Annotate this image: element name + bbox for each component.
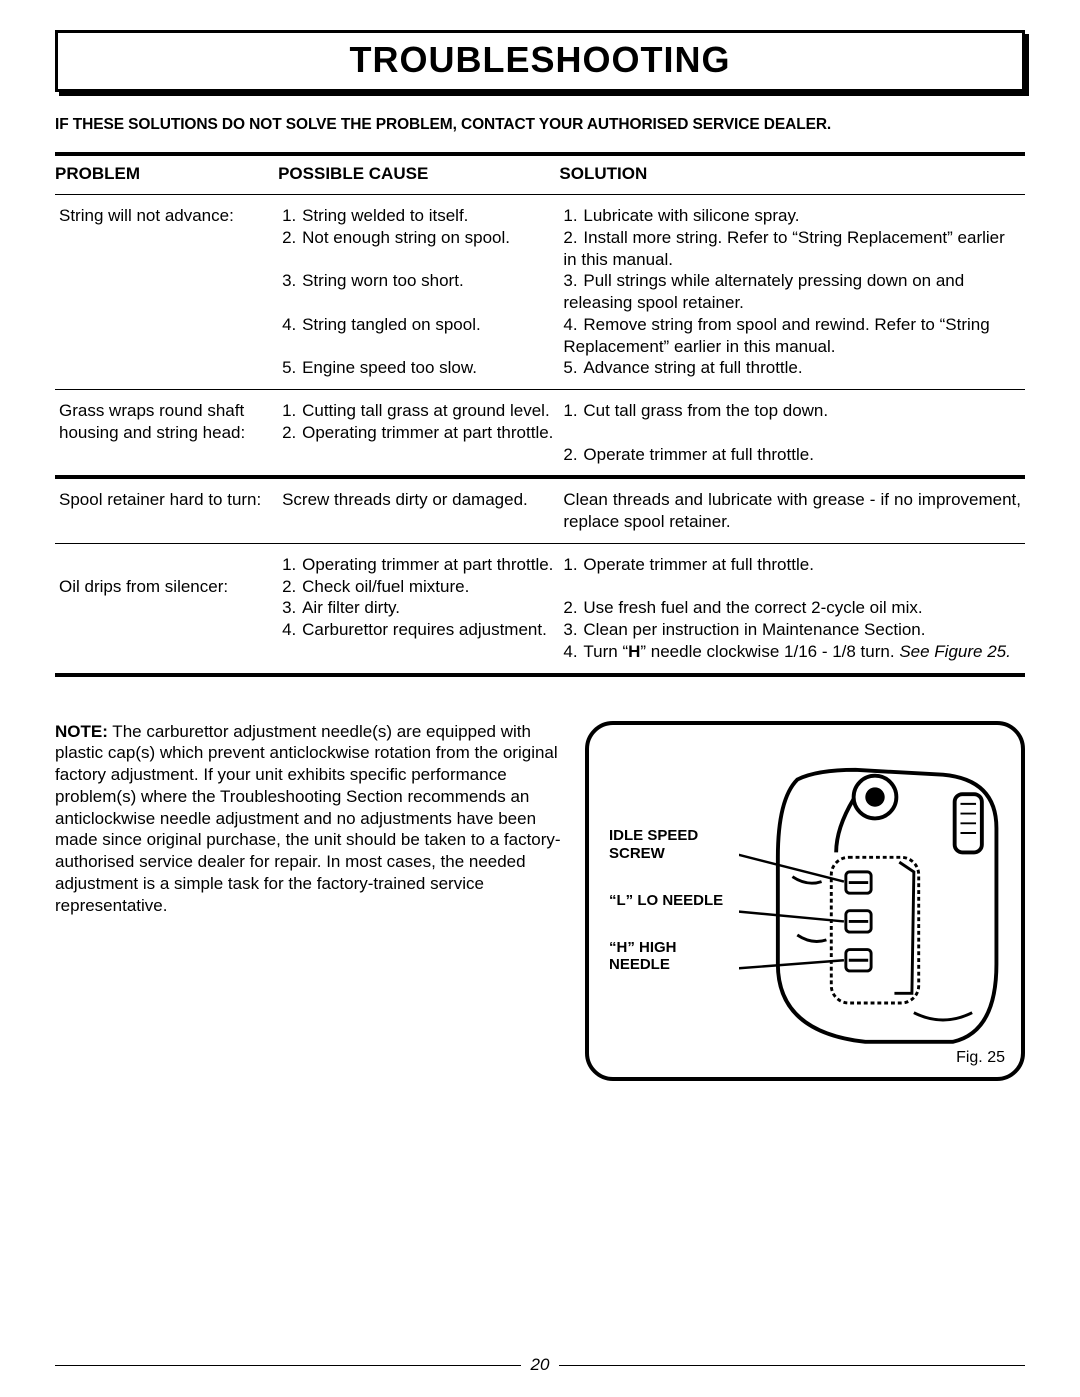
table-header-row: PROBLEM POSSIBLE CAUSE SOLUTION [55, 160, 1025, 190]
carburettor-diagram [739, 735, 1011, 1067]
bottom-section: NOTE: The carburettor adjustment needle(… [55, 721, 1025, 1081]
table-row: Oil drips from silencer: 1.Operating tri… [55, 548, 1025, 669]
solution-cell: 1.Cut tall grass from the top down. 2.Op… [559, 394, 1025, 471]
figure-caption: Fig. 25 [956, 1049, 1005, 1067]
figure-box: IDLE SPEED SCREW “L” LO NEEDLE “H” HIGH … [585, 721, 1025, 1081]
page-footer: 20 [55, 1355, 1025, 1375]
page-title: TROUBLESHOOTING [58, 39, 1022, 81]
col-solution: SOLUTION [559, 160, 1025, 190]
troubleshooting-table: PROBLEM POSSIBLE CAUSE SOLUTION String w… [55, 160, 1025, 681]
note-label: NOTE: [55, 722, 108, 741]
cause-cell: 1.Operating trimmer at part throttle. 2.… [278, 548, 559, 669]
figure-labels: IDLE SPEED SCREW “L” LO NEEDLE “H” HIGH … [609, 827, 739, 973]
table-row: Spool retainer hard to turn: Screw threa… [55, 483, 1025, 539]
cause-cell: Screw threads dirty or damaged. [278, 483, 559, 539]
note-text: The carburettor adjustment needle(s) are… [55, 722, 561, 915]
problem-cell: String will not advance: [55, 199, 278, 385]
problem-cell: Oil drips from silencer: [55, 548, 278, 669]
cause-cell: 1.Cutting tall grass at ground level. 2.… [278, 394, 559, 471]
table-row: Grass wraps round shaft housing and stri… [55, 394, 1025, 471]
warning-text: IF THESE SOLUTIONS DO NOT SOLVE THE PROB… [55, 116, 1025, 134]
problem-cell: Spool retainer hard to turn: [55, 483, 278, 539]
solution-cell: 1.Operate trimmer at full throttle. 2.Us… [559, 548, 1025, 669]
note-paragraph: NOTE: The carburettor adjustment needle(… [55, 721, 567, 917]
solution-cell: Clean threads and lubricate with grease … [559, 483, 1025, 539]
label-idle-speed: IDLE SPEED SCREW [609, 827, 739, 862]
divider [55, 152, 1025, 156]
footer-line [55, 1365, 521, 1366]
col-cause: POSSIBLE CAUSE [278, 160, 559, 190]
page-number: 20 [521, 1355, 560, 1375]
footer-line [559, 1365, 1025, 1366]
table-row: String will not advance: 1.String welded… [55, 199, 1025, 385]
solution-cell: 1.Lubricate with silicone spray. 2.Insta… [559, 199, 1025, 385]
col-problem: PROBLEM [55, 160, 278, 190]
label-hi-needle: “H” HIGH NEEDLE [609, 939, 739, 974]
cause-cell: 1.String welded to itself. 2.Not enough … [278, 199, 559, 385]
problem-cell: Grass wraps round shaft housing and stri… [55, 394, 278, 471]
label-lo-needle: “L” LO NEEDLE [609, 892, 739, 909]
page-title-box: TROUBLESHOOTING [55, 30, 1025, 92]
